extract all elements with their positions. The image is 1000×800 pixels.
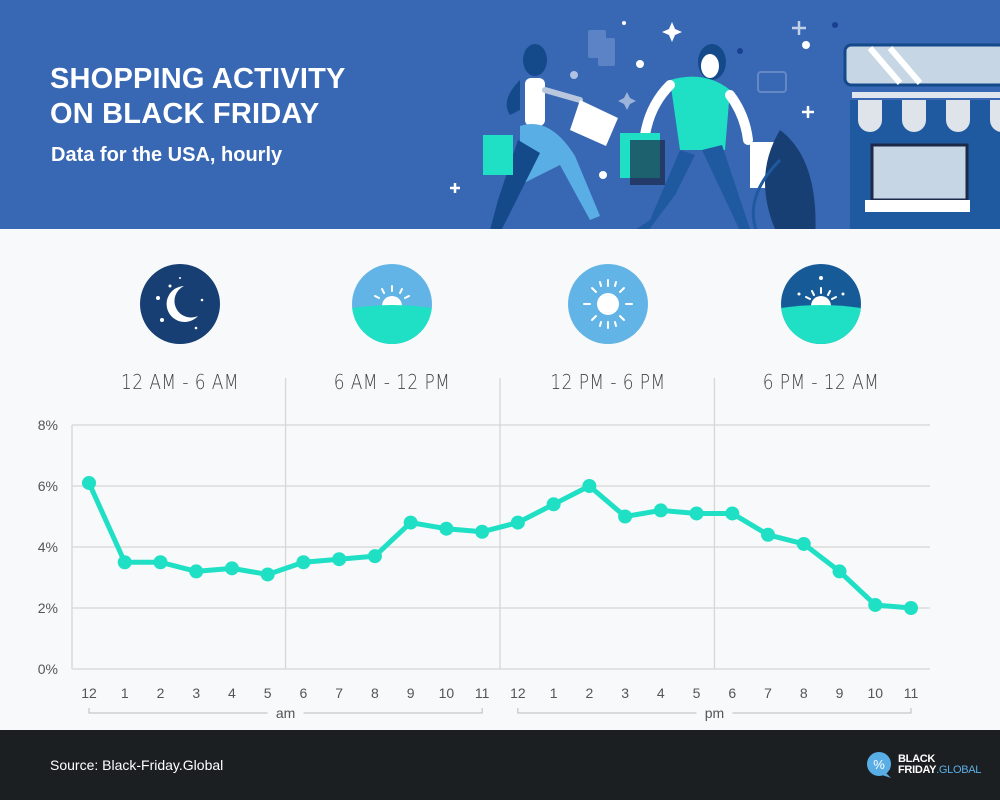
data-point	[439, 521, 454, 536]
data-point	[904, 601, 918, 615]
data-point	[260, 567, 275, 582]
period-label: 12 AM - 6 AM	[121, 370, 239, 394]
data-point	[367, 549, 382, 564]
x-group-label: am	[276, 705, 295, 721]
x-tick-label: 3	[621, 685, 629, 701]
x-tick-label: 11	[475, 685, 490, 701]
data-point	[796, 536, 811, 551]
data-point	[689, 506, 704, 521]
data-point	[224, 561, 239, 576]
data-point	[82, 475, 96, 490]
black-friday-global-logo: % BLACK FRIDAY.GLOBAL	[867, 752, 981, 778]
y-tick-label: 6%	[38, 478, 58, 494]
data-point	[475, 524, 490, 539]
period-label: 12 PM - 6 PM	[550, 370, 666, 394]
data-point	[725, 506, 740, 521]
data-point	[189, 564, 204, 579]
x-tick-label: 5	[693, 685, 701, 701]
line-chart: 0%2%4%6%8%12 1 2 3 4 5 6 7 8 9 10 11 12 1 2 3 4 5 6 7 8 9 10 11…	[38, 378, 930, 721]
x-tick-label: 7	[335, 685, 343, 701]
x-tick-label: 2	[585, 685, 593, 701]
y-tick-label: 0%	[38, 661, 58, 677]
man-figure	[620, 44, 784, 229]
page-title: SHOPPING ACTIVITY ON BLACK FRIDAY	[50, 62, 346, 132]
x-tick-label: 4	[228, 685, 236, 701]
x-tick-label: 1	[121, 685, 129, 701]
x-tick-label: 7	[764, 685, 772, 701]
data-point	[117, 555, 132, 570]
logo-line-2-accent: .GLOBAL	[936, 764, 982, 776]
data-point	[403, 515, 418, 530]
period-evening: 6 PM - 12 AM	[731, 264, 911, 394]
x-tick-label: 10	[439, 685, 455, 701]
percent-bubble-icon: %	[867, 752, 891, 778]
title-line-1: SHOPPING ACTIVITY	[50, 63, 346, 95]
data-point	[510, 515, 525, 530]
data-point	[618, 509, 633, 524]
title-line-2: ON BLACK FRIDAY	[50, 98, 320, 130]
store-building	[843, 43, 1000, 229]
x-tick-label: 8	[371, 685, 379, 701]
x-tick-label: 5	[264, 685, 272, 701]
data-point	[582, 479, 597, 493]
period-afternoon: 12 PM - 6 PM	[518, 264, 698, 394]
logo-line-2: FRIDAY.GLOBAL	[898, 765, 981, 776]
period-night: 12 AM - 6 AM	[90, 264, 270, 394]
x-group-label: pm	[705, 705, 724, 721]
x-tick-label: 2	[157, 685, 165, 701]
x-tick-label: 12	[81, 685, 97, 701]
x-group-bracket	[88, 708, 483, 714]
data-point	[832, 564, 847, 579]
y-tick-label: 4%	[38, 539, 58, 555]
logo-wordmark: BLACK FRIDAY.GLOBAL	[898, 754, 981, 776]
x-tick-label: 6	[300, 685, 308, 701]
data-point	[296, 555, 311, 570]
data-point	[332, 552, 347, 567]
header-banner: SHOPPING ACTIVITY ON BLACK FRIDAY Data f…	[0, 0, 1000, 229]
data-point	[653, 503, 668, 518]
x-tick-label: 11	[904, 685, 919, 701]
x-tick-label: 3	[192, 685, 200, 701]
data-point	[761, 527, 776, 542]
data-point	[546, 497, 561, 512]
period-label: 6 AM - 12 PM	[333, 370, 451, 394]
data-point	[153, 555, 168, 570]
x-tick-label: 9	[836, 685, 844, 701]
sparkle-icons	[450, 21, 814, 193]
source-text: Source: Black-Friday.Global	[50, 757, 224, 773]
woman-figure	[483, 44, 618, 229]
svg-text:%: %	[873, 757, 885, 772]
sunset-icon	[781, 264, 861, 344]
footer: Source: Black-Friday.Global % BLACK FRID…	[0, 730, 1000, 800]
y-tick-label: 8%	[38, 417, 58, 433]
sun-icon	[568, 264, 648, 344]
x-tick-label: 4	[657, 685, 665, 701]
logo-line-2-text: FRIDAY	[898, 764, 937, 776]
logo-line-1: BLACK	[898, 753, 935, 765]
data-point	[868, 597, 883, 612]
period-label: 6 PM - 12 AM	[762, 370, 880, 394]
y-tick-label: 2%	[38, 600, 58, 616]
x-tick-label: 10	[867, 685, 883, 701]
sunrise-icon	[352, 264, 432, 344]
x-tick-label: 6	[728, 685, 736, 701]
x-tick-label: 8	[800, 685, 808, 701]
x-group-bracket	[517, 708, 912, 714]
moon-night-icon	[140, 264, 220, 344]
page-subtitle: Data for the USA, hourly	[51, 144, 283, 166]
shoppers-illustration	[450, 21, 1000, 229]
x-tick-label: 1	[550, 685, 558, 701]
x-tick-label: 12	[510, 685, 526, 701]
x-tick-label: 9	[407, 685, 415, 701]
period-morning: 6 AM - 12 PM	[302, 264, 482, 394]
